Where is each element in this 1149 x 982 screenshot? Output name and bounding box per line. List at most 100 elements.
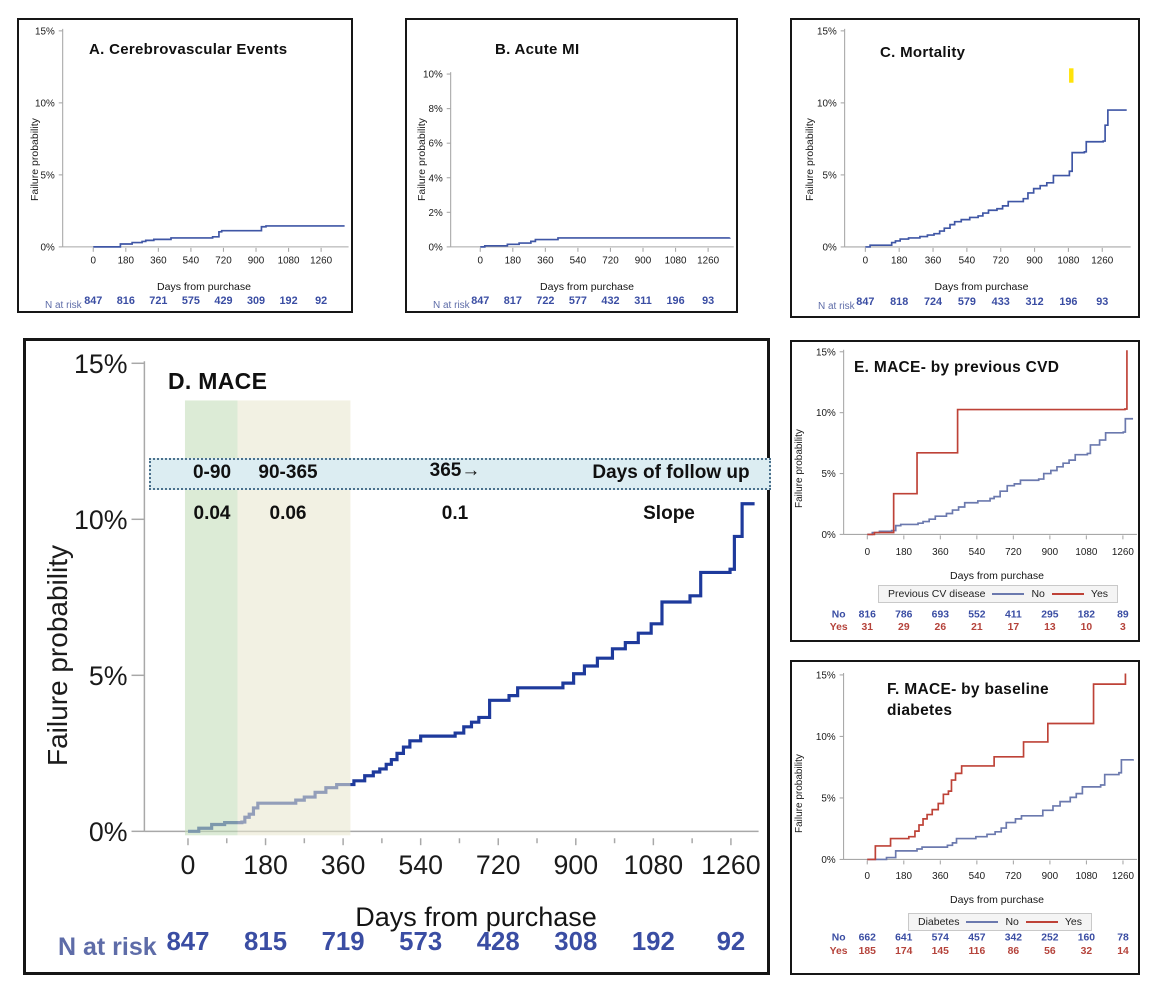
panel-title: F. MACE- by baseline diabetes [887, 681, 1049, 719]
n-at-risk-value: 21 [971, 622, 983, 633]
y-tick-label: 5% [821, 469, 835, 480]
n-at-risk-value: 196 [667, 295, 685, 307]
n-at-risk-value: 411 [1005, 609, 1022, 620]
n-at-risk-row-name: No [832, 932, 846, 943]
km-curve-yes [867, 673, 1127, 861]
callout-periods-caption: Days of follow up [592, 462, 750, 483]
km-curve-yes [867, 350, 1128, 536]
n-at-risk-value: 662 [859, 932, 877, 943]
n-at-risk-label: N at risk [818, 301, 855, 312]
x-tick-label: 900 [1042, 871, 1059, 882]
panel-title: B. Acute MI [495, 41, 580, 58]
n-at-risk-value: 432 [601, 295, 619, 307]
n-at-risk-value: 818 [890, 296, 908, 308]
x-tick-label: 540 [969, 547, 986, 558]
x-tick-label: 900 [248, 256, 265, 267]
callout-period-2: 90-365 [258, 462, 318, 483]
x-axis-label: Days from purchase [540, 281, 634, 293]
panel-c-mortality: 0% 5% 10% 15% 0 180 360 540 720 900 1080 1260 847 818… [790, 18, 1140, 318]
y-tick-label: 10% [816, 732, 836, 743]
x-tick-label: 1260 [1112, 547, 1134, 558]
n-at-risk-row-name: No [832, 609, 846, 620]
x-tick-label: 0 [181, 850, 196, 880]
n-at-risk-value: 196 [1059, 296, 1077, 308]
x-tick-label: 900 [1026, 256, 1043, 267]
y-tick-label: 0% [429, 242, 443, 253]
n-at-risk-value: 86 [1008, 946, 1020, 957]
x-tick-label: 1260 [697, 256, 719, 267]
n-at-risk-value: 17 [1008, 622, 1020, 633]
x-axis-label: Days from purchase [934, 281, 1029, 293]
x-tick-label: 720 [1005, 871, 1022, 882]
n-at-risk-value: 429 [214, 295, 232, 307]
km-curve-all [480, 237, 731, 248]
y-tick-label: 10% [816, 408, 836, 419]
legend-title: Previous CV disease [888, 588, 986, 600]
n-at-risk-value: 174 [895, 946, 913, 957]
x-tick-label: 0 [91, 256, 97, 267]
x-tick-label: 180 [896, 871, 913, 882]
x-tick-label: 360 [932, 547, 949, 558]
y-tick-label: 2% [429, 208, 443, 219]
panel-d-mace: 0% 5% 10% 15% 0 180 360 540 720 900 1080 1260 847 815… [23, 338, 771, 975]
n-at-risk-value: 847 [166, 928, 209, 956]
panel-e-mace-by-previous-cvd: 0% 5% 10% 15% 0 180 360 540 720 900 1080 1260 No 816 7… [790, 340, 1140, 642]
y-axis-label: Failure probability [42, 545, 73, 767]
y-tick-label: 8% [429, 104, 443, 115]
x-tick-label: 180 [118, 256, 135, 267]
n-at-risk-value: 817 [504, 295, 522, 307]
n-at-risk-value: 722 [536, 295, 554, 307]
highlight-marker [1069, 68, 1074, 83]
y-axis-label: Failure probability [794, 429, 805, 509]
n-at-risk-value: 32 [1081, 946, 1093, 957]
x-axis-label: Days from purchase [950, 894, 1044, 906]
y-tick-label: 10% [423, 70, 443, 81]
km-curve-no [867, 759, 1134, 861]
n-at-risk-value: 641 [895, 932, 913, 943]
y-tick-label: 15% [817, 26, 837, 37]
n-at-risk-value: 342 [1005, 932, 1023, 943]
n-at-risk-row-name: Yes [830, 622, 848, 633]
n-at-risk-value: 573 [399, 928, 442, 956]
n-at-risk-value: 311 [634, 295, 652, 307]
n-at-risk-value: 719 [322, 928, 365, 956]
legend-item-no: No [1031, 588, 1045, 600]
panel-title: E. MACE- by previous CVD [854, 359, 1060, 376]
n-at-risk-value: 93 [1096, 296, 1108, 308]
n-at-risk-value: 29 [898, 622, 910, 633]
n-at-risk-value: 116 [968, 946, 985, 957]
km-curve-all [93, 225, 345, 248]
n-at-risk-value: 78 [1117, 932, 1129, 943]
n-at-risk-value: 26 [935, 622, 947, 633]
n-at-risk-value: 575 [182, 295, 200, 307]
series-group [865, 109, 1127, 248]
legend-item-no: No [1005, 916, 1019, 928]
y-tick-label: 0% [822, 242, 836, 253]
x-tick-label: 540 [183, 256, 200, 267]
x-tick-label: 540 [959, 256, 976, 267]
x-tick-label: 1080 [278, 256, 300, 267]
y-axis-label: Failure probability [29, 118, 41, 201]
n-at-risk-value: 724 [924, 296, 942, 308]
x-tick-label: 180 [243, 850, 288, 880]
n-at-risk-value: 89 [1117, 609, 1129, 620]
y-tick-label: 15% [74, 349, 128, 379]
slope-value-1: 0.04 [193, 503, 231, 524]
x-tick-label: 540 [398, 850, 443, 880]
n-at-risk-value: 309 [247, 295, 265, 307]
legend-line-no-icon [992, 593, 1025, 595]
panel-b-acute-mi: 0% 2% 4% 6% 8% 10% 0 180 360 540 720 900 1080 1260 847… [405, 18, 738, 313]
x-tick-label: 900 [635, 256, 652, 267]
n-at-risk-value: 428 [477, 928, 520, 956]
km-chart-mace-diabetes: 0% 5% 10% 15% 0 180 360 540 720 900 1080 1260 No 662 6… [816, 670, 1138, 957]
n-at-risk-value: 693 [932, 609, 950, 620]
slope-value-2: 0.06 [269, 503, 307, 524]
y-tick-label: 10% [74, 505, 128, 535]
n-at-risk-value: 93 [702, 295, 714, 307]
x-tick-label: 720 [602, 256, 619, 267]
km-chart-acute-mi: 0% 2% 4% 6% 8% 10% 0 180 360 540 720 900 1080 1260 847… [423, 70, 734, 307]
series-group [93, 225, 345, 248]
x-tick-label: 360 [925, 256, 942, 267]
n-at-risk-value: 192 [280, 295, 298, 307]
y-tick-label: 5% [41, 170, 55, 181]
